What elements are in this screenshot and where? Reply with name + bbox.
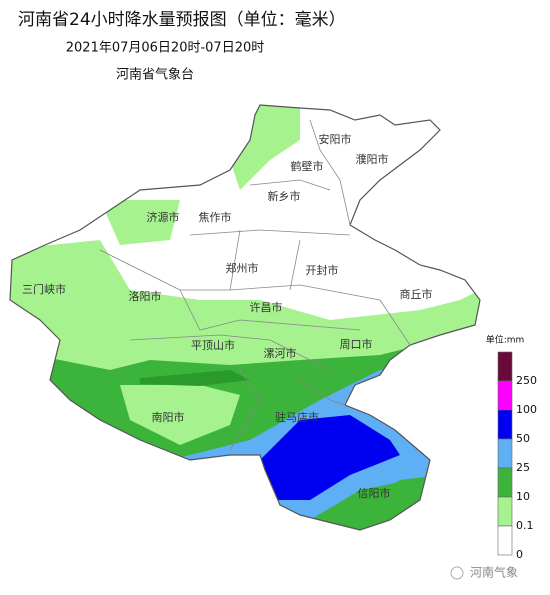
legend-label: 0.1 [516,519,534,532]
legend: 单位:mm 250 100 50 25 10 0.1 0 [486,334,537,562]
city-label: 洛阳市 [129,289,162,303]
boundaries [9,104,481,531]
legend-label: 10 [516,490,530,503]
city-label: 新乡市 [268,189,301,203]
city-label: 南阳市 [152,410,185,424]
city-label: 周口市 [340,337,373,351]
city-label: 商丘市 [400,287,433,301]
subtitle: 2021年07月06日20时-07日20时 [66,41,265,56]
legend-label: 25 [516,461,530,474]
legend-swatch [497,496,513,527]
title: 河南省24小时降水量预报图（单位：毫米） [18,10,346,30]
city-label: 鹤壁市 [291,159,324,173]
city-label: 安阳市 [319,132,352,146]
city-label: 开封市 [306,263,339,277]
legend-label: 100 [516,403,537,416]
city-label: 济源市 [147,210,180,224]
city-label: 驻马店市 [275,410,319,424]
legend-swatch [497,525,513,556]
legend-swatch [497,380,513,411]
issuer: 河南省气象台 [116,67,194,83]
city-label: 三门峡市 [22,282,66,296]
city-label: 濮阳市 [356,152,389,166]
city-label: 焦作市 [199,210,232,224]
legend-swatch [497,438,513,469]
city-label: 许昌市 [250,300,283,314]
legend-label: 0 [516,548,523,561]
legend-unit: 单位:mm [486,334,525,346]
rain-areas [10,105,480,530]
legend-swatch [497,409,513,440]
city-label: 平顶山市 [191,338,235,352]
watermark-icon [450,566,464,580]
city-label: 信阳市 [358,486,391,500]
city-label: 郑州市 [226,261,259,275]
legend-swatch [497,467,513,498]
legend-label: 250 [516,374,537,387]
watermark: 河南气象 [470,565,518,580]
legend-swatch [497,351,513,382]
legend-label: 50 [516,432,530,445]
city-label: 漯河市 [264,346,297,360]
